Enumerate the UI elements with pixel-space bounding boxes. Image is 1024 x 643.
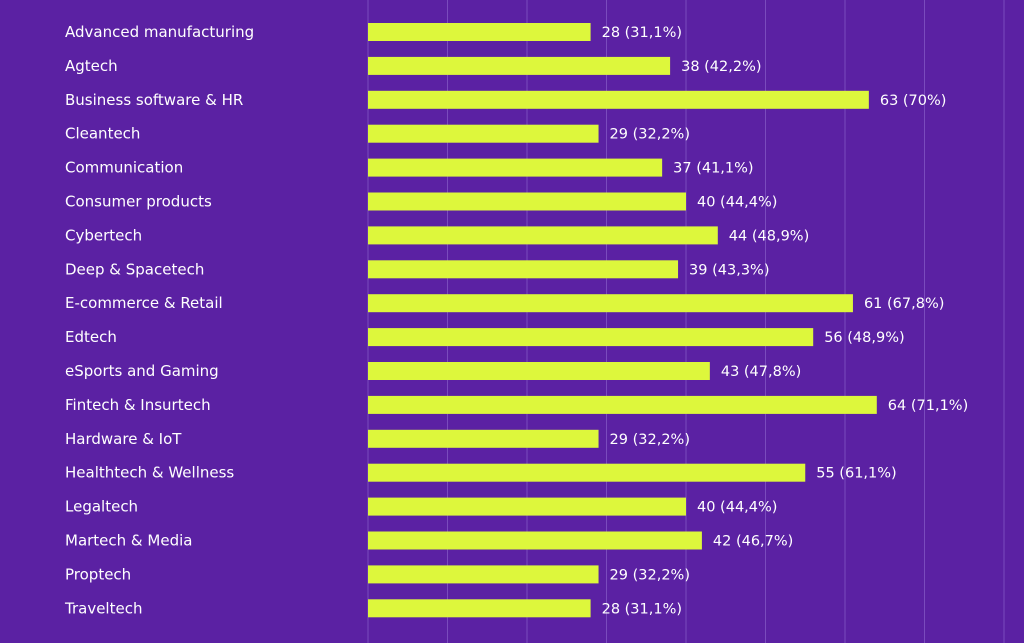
value-label: 28 (31,1%): [602, 25, 682, 41]
value-label: 40 (44,4%): [697, 500, 777, 516]
category-label: Advanced manufacturing: [65, 23, 254, 41]
category-label: Business software & HR: [65, 91, 243, 109]
value-label: 29 (32,2%): [610, 127, 690, 143]
value-label: 39 (43,3%): [689, 262, 769, 278]
category-label: Cleantech: [65, 125, 140, 143]
value-label: 61 (67,8%): [864, 296, 944, 312]
value-label: 37 (41,1%): [673, 161, 753, 177]
category-labels: Advanced manufacturing Agtech Business sof…: [64, 23, 254, 617]
bar: [368, 226, 718, 245]
bar: [368, 294, 853, 313]
category-label: Healthtech & Wellness: [65, 464, 234, 482]
value-label: 38 (42,2%): [681, 59, 761, 75]
value-label: 64 (71,1%): [888, 398, 968, 414]
value-label: 56 (48,9%): [824, 330, 904, 346]
category-label: Legaltech: [65, 498, 138, 516]
category-label: Martech & Media: [65, 532, 192, 550]
bar: [368, 565, 599, 584]
bars: [368, 23, 877, 618]
bar: [368, 90, 869, 109]
bar: [368, 395, 877, 414]
value-label: 63 (70%): [880, 93, 947, 109]
value-label: 44 (48,9%): [729, 228, 809, 244]
category-label: Agtech: [65, 57, 118, 75]
value-label: 29 (32,2%): [610, 567, 690, 583]
category-label: Traveltech: [64, 599, 142, 617]
bar: [368, 599, 591, 618]
category-label: Proptech: [65, 565, 131, 583]
value-label: 40 (44,4%): [697, 195, 777, 211]
bar: [368, 429, 599, 448]
value-label: 29 (32,2%): [610, 432, 690, 448]
bar: [368, 124, 599, 143]
category-label: eSports and Gaming: [65, 362, 219, 380]
category-label: Hardware & IoT: [65, 430, 182, 448]
category-label: Edtech: [65, 328, 117, 346]
bar: [368, 158, 663, 177]
category-label: Deep & Spacetech: [65, 260, 204, 278]
category-label: Fintech & Insurtech: [65, 396, 211, 414]
bar: [368, 192, 686, 211]
bar: [368, 23, 591, 41]
category-label: Cybertech: [65, 226, 142, 244]
bar: [368, 531, 702, 550]
bar: [368, 463, 806, 482]
bar: [368, 362, 710, 380]
category-label: Consumer products: [65, 193, 212, 211]
bar: [368, 328, 814, 347]
value-label: 42 (46,7%): [713, 534, 793, 550]
bar: [368, 56, 671, 75]
bar: [368, 497, 686, 516]
category-label: Communication: [65, 159, 183, 177]
value-label: 28 (31,1%): [602, 601, 682, 617]
category-label: E-commerce & Retail: [65, 294, 223, 312]
value-label: 43 (47,8%): [721, 364, 801, 380]
bar: [368, 260, 679, 279]
value-labels: 28 (31,1%) 38 (42,2%) 63 (70%) 29 (32,2%) 37…: [602, 25, 969, 617]
value-label: 55 (61,1%): [816, 466, 896, 482]
